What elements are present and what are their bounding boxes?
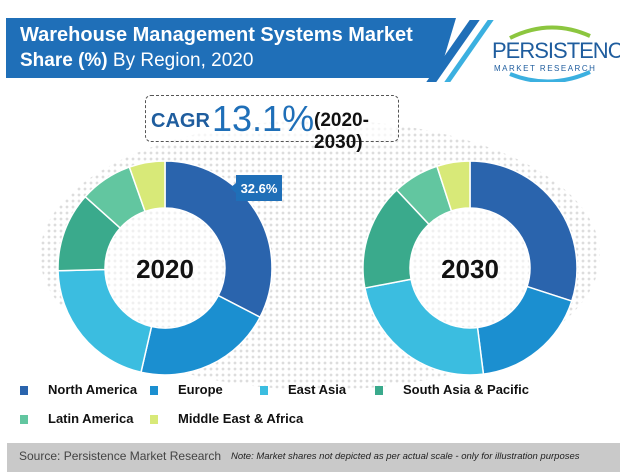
legend-item: Latin America <box>20 411 134 426</box>
donut-hole <box>106 209 224 327</box>
logo-sub: MARKET RESEARCH <box>494 64 597 73</box>
donut-year-label: 2030 <box>441 254 499 284</box>
cagr-value: 13.1% <box>212 98 315 139</box>
legend-swatch <box>150 386 158 396</box>
title-bold: Share (%) <box>20 50 108 71</box>
slice-2030-middle-east-africa <box>435 160 471 212</box>
legend-item: East Asia <box>260 382 346 397</box>
title-line-2: Share (%) By Region, 2020 <box>20 50 253 72</box>
legend-swatch <box>375 386 383 396</box>
slice-2030-north-america <box>469 160 578 303</box>
legend-item: South Asia & Pacific <box>375 382 529 397</box>
legend-item: North America <box>20 382 137 397</box>
donut-year-label: 2020 <box>136 254 194 284</box>
legend-swatch <box>20 415 28 425</box>
legend-label: Latin America <box>48 411 134 426</box>
title-line-1: Warehouse Management Systems Market <box>20 24 413 46</box>
data-label: 32.6% <box>241 181 278 196</box>
persistence-logo: PERSISTENCE MARKET RESEARCH <box>490 22 620 82</box>
legend-swatch <box>20 386 28 396</box>
legend-label: North America <box>48 382 138 397</box>
logo-name: PERSISTENCE <box>492 38 620 63</box>
legend-item: Europe <box>150 382 223 397</box>
legend-label: Europe <box>178 382 223 397</box>
note-text: Note: Market shares not depicted as per … <box>231 451 580 462</box>
cagr-box: CAGR 13.1% (2020-2030) <box>145 95 399 153</box>
cagr-label: CAGR <box>151 110 210 132</box>
legend-swatch <box>150 415 158 425</box>
legend-swatch <box>260 386 268 396</box>
footer: Source: Persistence Market Research Note… <box>7 443 620 472</box>
slice-2020-middle-east-africa <box>128 160 166 213</box>
donut-hole <box>411 209 529 327</box>
legend-label: Middle East & Africa <box>178 411 304 426</box>
legend-label: East Asia <box>288 382 347 397</box>
title-banner: Warehouse Management Systems Market Shar… <box>6 18 456 78</box>
source-text: Source: Persistence Market Research <box>19 449 222 463</box>
legend-item: Middle East & Africa <box>150 411 303 426</box>
legend-label: South Asia & Pacific <box>403 382 529 397</box>
data-label-callout <box>230 175 282 201</box>
title-rest: By Region, 2020 <box>112 50 254 71</box>
cagr-period: (2020-2030) <box>314 110 369 153</box>
